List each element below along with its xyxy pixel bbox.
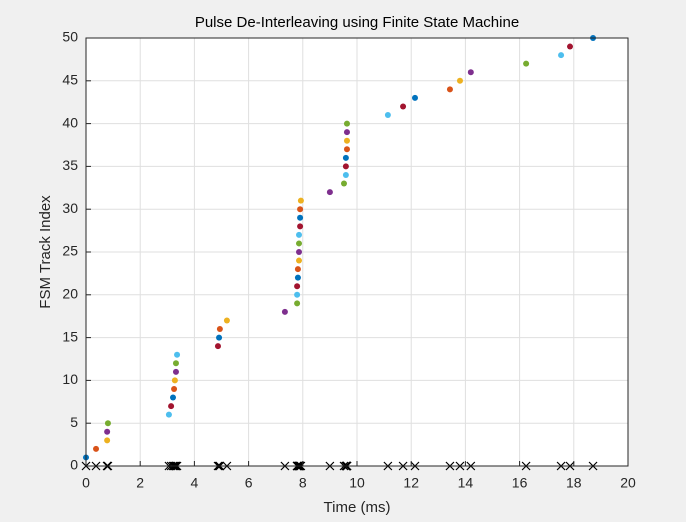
y-tick-label: 15 — [62, 328, 78, 344]
x-tick-label: 10 — [349, 475, 365, 491]
y-tick-label: 40 — [62, 114, 78, 130]
point — [567, 43, 574, 50]
point — [214, 343, 221, 350]
point — [172, 360, 179, 367]
point — [326, 189, 333, 196]
point — [297, 214, 304, 221]
point — [168, 403, 175, 410]
point — [343, 137, 350, 144]
point — [104, 420, 111, 427]
chart-title: Pulse De-Interleaving using Finite State… — [195, 14, 519, 31]
x-tick-label: 12 — [403, 475, 419, 491]
point — [446, 86, 453, 93]
x-tick-label: 16 — [512, 475, 528, 491]
point — [172, 368, 179, 375]
y-tick-label: 20 — [62, 286, 78, 302]
point — [174, 351, 181, 358]
y-axis-label: FSM Track Index — [37, 195, 54, 309]
point — [343, 120, 350, 127]
y-tick-label: 30 — [62, 200, 78, 216]
point — [294, 266, 301, 273]
y-tick-label: 0 — [70, 457, 78, 473]
y-tick-label: 50 — [62, 29, 78, 45]
x-tick-label: 0 — [82, 475, 90, 491]
point — [411, 94, 418, 101]
point — [296, 231, 303, 238]
point — [104, 428, 111, 435]
point — [294, 283, 301, 290]
x-axis-label: Time (ms) — [324, 499, 391, 516]
point — [456, 77, 463, 84]
y-tick-label: 25 — [62, 243, 78, 259]
point — [342, 163, 349, 170]
point — [296, 249, 303, 255]
y-tick-label: 10 — [62, 371, 78, 387]
point — [93, 445, 100, 452]
point — [343, 129, 350, 136]
point — [169, 394, 176, 401]
point — [104, 437, 111, 444]
point — [223, 317, 230, 324]
point — [523, 60, 530, 67]
point — [343, 146, 350, 153]
point — [165, 411, 172, 418]
x-tick-label: 18 — [566, 475, 582, 491]
x-tick-label: 2 — [136, 475, 144, 491]
x-tick-label: 14 — [458, 475, 474, 491]
x-tick-label: 4 — [191, 475, 199, 491]
y-tick-label: 5 — [70, 414, 78, 430]
point — [216, 326, 223, 333]
point — [281, 308, 288, 315]
point — [297, 223, 304, 230]
point — [340, 180, 347, 187]
point — [171, 377, 178, 384]
point — [294, 300, 301, 307]
point — [297, 197, 304, 204]
point — [171, 385, 178, 392]
point — [294, 274, 301, 281]
marks — [81, 35, 598, 471]
point — [400, 103, 407, 110]
x-tick-label: 20 — [620, 475, 636, 491]
x-tick-label: 8 — [299, 475, 307, 491]
point — [384, 112, 391, 119]
y-tick-label: 45 — [62, 72, 78, 88]
point — [294, 291, 301, 298]
point — [342, 154, 349, 161]
point — [297, 206, 304, 213]
y-tick-label: 35 — [62, 157, 78, 173]
labels: 0 2 4 6 8 10 12 14 16 18 20 0 5 10 15 20 25 30 35 40 45 50 — [62, 29, 636, 491]
x-tick-label: 6 — [245, 475, 253, 491]
point — [216, 334, 223, 341]
point — [342, 171, 349, 178]
point — [467, 69, 474, 76]
point — [296, 257, 303, 264]
point — [296, 240, 303, 247]
point — [558, 52, 565, 59]
